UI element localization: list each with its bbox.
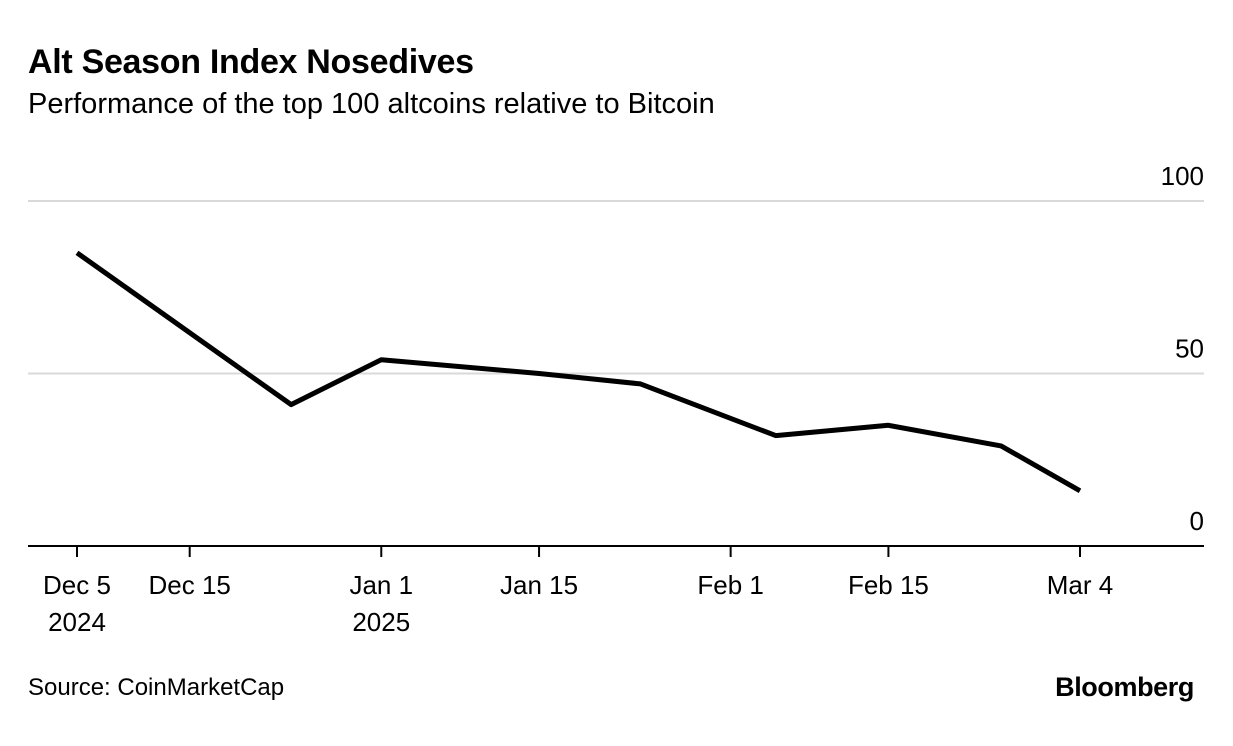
x-tick-label-6: Mar 4 — [1047, 570, 1113, 600]
y-tick-label-50: 50 — [1175, 334, 1204, 364]
x-tick-label-2: Jan 1 — [349, 570, 413, 600]
x-tick-year-label-2: 2025 — [352, 607, 410, 637]
x-tick-year-label-0: 2024 — [48, 607, 106, 637]
series-line-0 — [75, 250, 1082, 493]
chart-title: Alt Season Index Nosedives — [28, 43, 474, 81]
x-tick-label-4: Feb 1 — [697, 570, 764, 600]
x-tick-label-0: Dec 5 — [43, 570, 111, 600]
source-note: Source: CoinMarketCap — [28, 674, 285, 701]
y-tick-label-0: 0 — [1190, 506, 1204, 536]
x-tick-label-1: Dec 15 — [149, 570, 231, 600]
x-tick-label-3: Jan 15 — [500, 570, 578, 600]
chart-subtitle: Performance of the top 100 altcoins rela… — [28, 88, 715, 120]
bloomberg-logo: Bloomberg — [1055, 672, 1194, 702]
y-tick-label-100: 100 — [1161, 161, 1204, 191]
x-tick-label-5: Feb 15 — [848, 570, 929, 600]
